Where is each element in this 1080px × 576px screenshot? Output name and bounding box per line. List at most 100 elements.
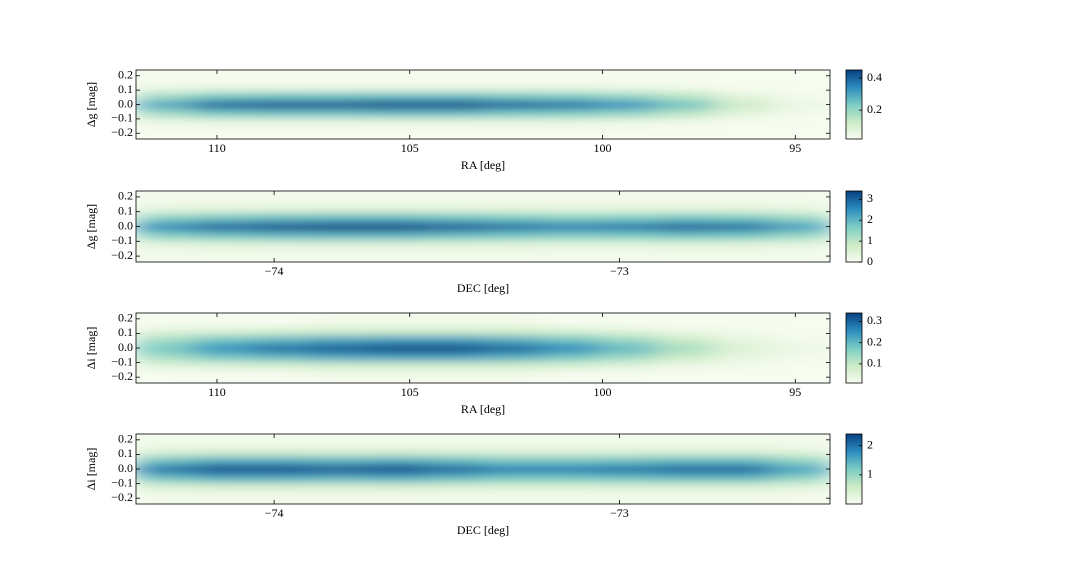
heatmap-cell [424,360,484,371]
colorbar [845,190,863,263]
heatmap-cell [712,434,772,448]
heatmap-cell [539,481,600,492]
heatmap-cell [656,70,715,84]
heatmap-cell [252,481,310,492]
heatmap-cell [425,472,482,483]
heatmap-cell [251,313,310,327]
heatmap-cell [480,248,541,262]
heatmap-cell [540,82,600,93]
colorbar [845,69,863,140]
heatmap-cell [539,434,600,448]
heatmap-cell [366,91,426,101]
heatmap-cell [136,248,196,262]
colorbar-tick-label: 2 [867,212,873,226]
heatmap-cell [771,313,830,327]
heatmap-cell [193,343,253,353]
heatmap-cell [308,434,368,448]
heatmap-cell [136,455,196,466]
heatmap-cell [598,369,657,383]
colorbar-tick-label: 0.3 [867,313,882,327]
colorbar-tick-label: 0.4 [867,70,882,84]
heatmap-cell [770,221,830,232]
heatmap-cell [656,334,715,345]
heatmap-cell [424,313,484,327]
x-axis-label: RA [deg] [461,402,505,416]
heatmap-cell [771,125,830,139]
heatmap-cell [598,481,658,492]
heatmap-cell [366,446,427,457]
heatmap-cell [193,70,253,84]
heatmap-cell [656,351,715,362]
heatmap-cell [771,99,830,110]
heatmap-cell [770,203,830,214]
heatmap-cell [308,203,368,214]
heatmap-cell [712,230,772,241]
heatmap-cell [252,239,310,250]
heatmap-cell [366,230,427,241]
heatmap-cell [540,351,600,362]
heatmap-cell [656,212,714,223]
heatmap-cell [366,490,427,504]
colorbar-tick-label: 0.1 [867,356,882,370]
heatmap-cell [480,481,541,492]
heatmap-cell [366,248,427,262]
heatmap-cell [309,334,368,345]
heatmap-cell [136,351,195,362]
heatmap-cell [656,91,715,101]
heatmap-cell [713,70,773,84]
heatmap-cell [770,230,830,241]
heatmap-cell [539,472,600,483]
heatmap-cell [425,221,482,232]
heatmap-cell [539,203,600,214]
heatmap-cell [424,351,484,362]
heatmap-cell [308,191,368,205]
heatmap-cell [193,313,253,327]
heatmap-cell [770,434,830,448]
heatmap-cell [136,91,195,101]
y-tick-label: −0.1 [111,354,133,368]
heatmap-cell [598,70,657,84]
y-tick-label: −0.2 [111,369,133,383]
y-tick-label: 0.1 [118,325,133,339]
y-tick-label: 0.0 [118,461,133,475]
heatmap-cell [656,313,715,327]
heatmap-cell [366,108,426,118]
heatmap-cell [309,313,368,327]
heatmap-cell [193,108,253,118]
heatmap-cell [136,239,196,250]
heatmap-cell [771,108,830,118]
heatmap-cell [425,239,482,250]
heatmap-cell [308,248,368,262]
heatmap-cell [194,221,254,232]
heatmap-cell [252,472,310,483]
heatmap-cell [136,446,196,457]
heatmap-cell [712,212,772,223]
heatmap-cell [712,191,772,205]
heatmap-cell [193,369,253,383]
heatmap-cell [136,70,195,84]
heatmap-cell [656,99,715,110]
heatmap-cell [539,239,600,250]
heatmap-cell [713,360,773,371]
heatmap-cell [193,91,253,101]
heatmap-cell [251,325,310,336]
heatmap-cell [539,464,600,474]
heatmap-cell [656,221,714,232]
heatmap-cell [598,334,657,345]
heatmap-cell [425,434,482,448]
heatmap-cell [770,191,830,205]
heatmap-cell [194,434,254,448]
heatmap-cell [424,70,484,84]
heatmap-cell [770,490,830,504]
x-axis-label: DEC [deg] [457,523,509,537]
x-tick-label: 110 [208,141,226,155]
heatmap-cell [712,481,772,492]
heatmap-cell [539,191,600,205]
heatmap-cell [309,343,368,353]
heatmap-cell [480,434,541,448]
heatmap-cell [424,91,484,101]
heatmap-cell [425,464,482,474]
x-axis-label: RA [deg] [461,158,505,172]
heatmap-cell [539,221,600,232]
heatmap-cell [598,239,658,250]
